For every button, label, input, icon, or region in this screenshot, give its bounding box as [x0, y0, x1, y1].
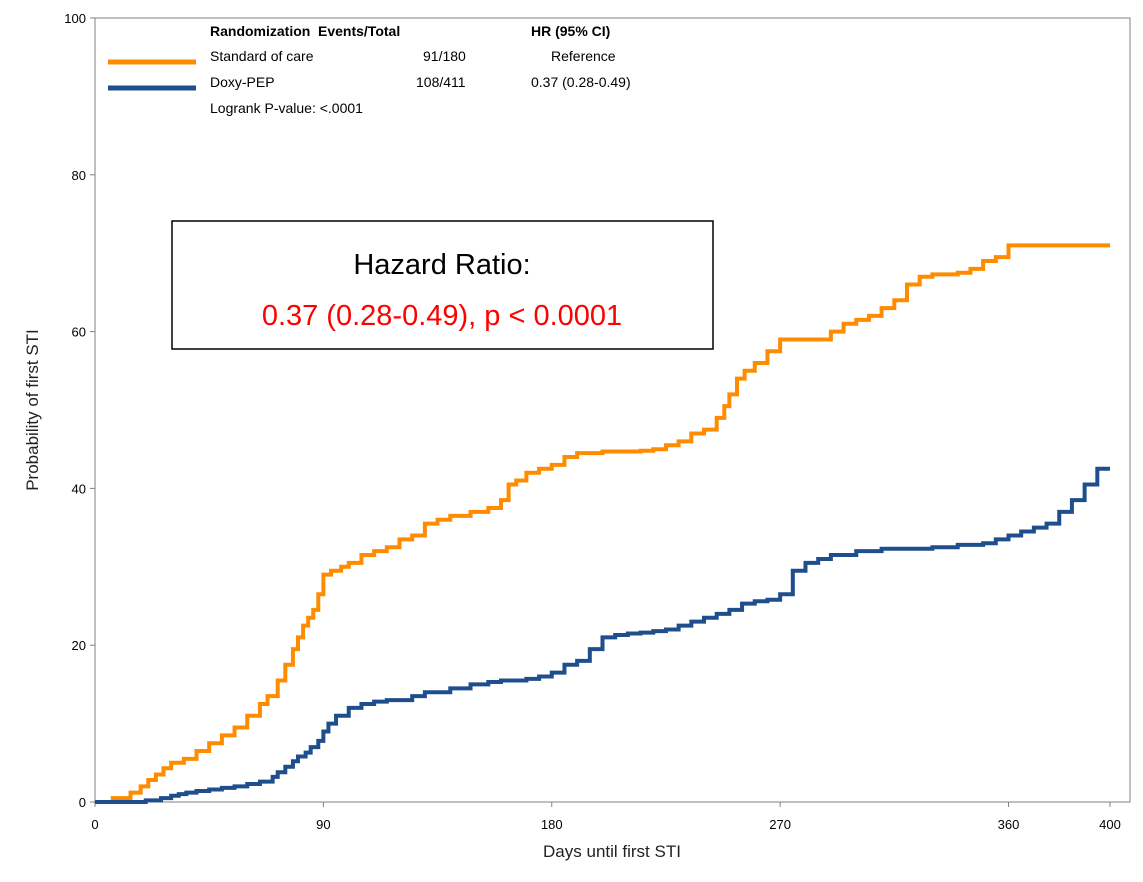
x-axis-title: Days until first STI [543, 842, 681, 861]
axes-ticks: 0 90 180 270 360 400 0 20 40 60 80 100 [64, 11, 1121, 832]
legend-header-randomization: Randomization [210, 23, 310, 39]
hazard-ratio-value: 0.37 (0.28-0.49), p < 0.0001 [262, 300, 622, 332]
legend-logrank-pvalue: Logrank P-value: <.0001 [210, 100, 363, 116]
legend-hr-doxy-pep: 0.37 (0.28-0.49) [531, 74, 631, 90]
series-line-standard-of-care [95, 243, 1110, 804]
y-tick-label: 100 [64, 11, 86, 26]
legend-header-events: Events/Total [318, 23, 400, 39]
series-line-doxy-pep [95, 466, 1110, 804]
y-tick-label: 60 [72, 325, 86, 340]
legend-events-standard-of-care: 91/180 [423, 48, 466, 64]
series-layer [95, 243, 1110, 804]
x-tick-label: 0 [91, 817, 98, 832]
y-tick-label: 40 [72, 481, 86, 496]
y-tick-label: 0 [79, 795, 86, 810]
x-tick-label: 400 [1099, 817, 1121, 832]
legend-label-standard-of-care: Standard of care [210, 48, 314, 64]
hazard-ratio-box [171, 220, 714, 350]
y-tick-label: 80 [72, 168, 86, 183]
y-tick-label: 20 [72, 638, 86, 653]
legend-header-hr: HR (95% CI) [531, 23, 610, 39]
legend-label-doxy-pep: Doxy-PEP [210, 74, 275, 90]
legend-events-doxy-pep: 108/411 [416, 74, 466, 90]
x-tick-label: 360 [998, 817, 1020, 832]
hazard-ratio-title: Hazard Ratio: [353, 249, 530, 281]
legend-hr-standard-of-care: Reference [551, 48, 616, 64]
x-tick-label: 270 [769, 817, 791, 832]
plot-area-frame [94, 17, 1131, 803]
hazard-ratio-annotation: Hazard Ratio: 0.37 (0.28-0.49), p < 0.00… [171, 220, 714, 350]
legend: Randomization Events/Total HR (95% CI) S… [108, 23, 631, 116]
x-tick-label: 180 [541, 817, 563, 832]
x-tick-label: 90 [316, 817, 330, 832]
y-axis-title: Probability of first STI [23, 329, 42, 491]
